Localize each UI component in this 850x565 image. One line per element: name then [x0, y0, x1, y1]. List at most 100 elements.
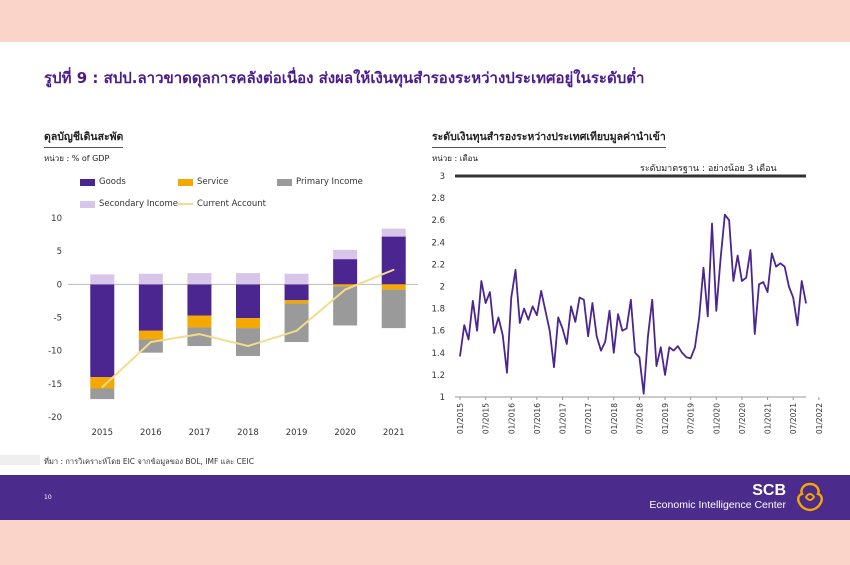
legend-secondary-income-label: Secondary Income: [99, 199, 178, 209]
reserves-point: [796, 324, 799, 326]
reserves-point: [527, 319, 529, 321]
brand[interactable]: SCB Economic Intelligence Center: [649, 482, 786, 511]
right-y-tick-label: 1.4: [431, 349, 445, 359]
reserves-point: [660, 346, 662, 348]
reserves-point: [758, 283, 760, 285]
right-y-tick-label: 2.2: [431, 260, 445, 270]
reserves-point: [634, 352, 636, 354]
reserves-point: [617, 313, 619, 315]
current-account-point: [392, 268, 395, 271]
reserves-point: [630, 299, 632, 301]
left-x-tick-label: 2015: [91, 428, 113, 438]
reserves-point: [459, 355, 461, 357]
brand-tagline: Economic Intelligence Center: [649, 499, 786, 511]
reserves-point: [502, 334, 504, 336]
bar-secondary-income: [138, 273, 163, 285]
legend-secondary-income: Secondary Income: [80, 199, 178, 209]
reserves-point: [514, 269, 517, 271]
reserves-line: [459, 213, 807, 395]
reserves-point: [698, 316, 700, 319]
right-x-tick-label: 01/2020: [712, 403, 721, 434]
right-y-tick-label: 3: [440, 172, 445, 182]
reserves-point: [613, 352, 615, 354]
bar-service: [381, 284, 406, 290]
left-y-tick-label: -15: [48, 380, 62, 390]
right-y-tick-label: 1.6: [431, 327, 445, 337]
reserves-point: [694, 346, 696, 348]
right-x-tick-label: 07/2019: [687, 403, 696, 434]
reserves-point: [579, 296, 581, 299]
bar-goods: [381, 236, 406, 285]
left-y-tick-label: 0: [57, 280, 62, 290]
reserves-point: [467, 338, 470, 341]
right-x-tick-label: 01/2022: [815, 403, 824, 434]
reserves-point: [672, 349, 675, 352]
reserves-point: [647, 335, 649, 337]
left-x-tick-label: 2020: [334, 428, 356, 438]
legend-goods: Goods: [80, 177, 126, 187]
bar-secondary-income: [284, 273, 309, 285]
slide: รูปที่ 9 : สปป.ลาวขาดดุลการคลังต่อเนื่อง…: [0, 42, 850, 475]
current-account-point: [198, 333, 201, 335]
reserves-point: [771, 252, 773, 254]
page-title: รูปที่ 9 : สปป.ลาวขาดดุลการคลังต่อเนื่อง…: [44, 69, 645, 87]
right-x-tick-label: 01/2021: [764, 403, 773, 434]
right-y-tick-label: 2.4: [431, 238, 445, 248]
reserves-point: [754, 333, 756, 335]
bar-secondary-income: [90, 274, 115, 285]
bar-secondary-income: [381, 228, 406, 237]
bar-primary-income: [138, 339, 163, 353]
reserves-point: [480, 280, 482, 282]
reserves-point: [506, 372, 508, 374]
reserves-point: [489, 291, 491, 293]
reserves-point: [638, 356, 641, 358]
right-x-tick-label: 07/2015: [482, 403, 491, 434]
reserves-point: [463, 324, 465, 326]
reserves-point: [711, 222, 713, 225]
footer: 10 SCB Economic Intelligence Center: [0, 475, 850, 520]
bar-primary-income: [187, 327, 212, 347]
right-y-tick-label: 1.2: [431, 371, 445, 381]
legend-current-account-label: Current Account: [197, 199, 266, 209]
reserves-point: [557, 316, 559, 319]
current-account-point: [344, 288, 346, 291]
reserves-point: [719, 258, 722, 260]
source-note: ที่มา : การวิเคราะห์โดย EIC จากข้อมูลของ…: [44, 457, 254, 466]
reserves-point: [749, 249, 752, 251]
reserves-point: [792, 296, 794, 299]
legend-goods-label: Goods: [99, 177, 126, 187]
bar-goods: [187, 284, 212, 316]
reserves-point: [784, 266, 786, 268]
legend-secondary-income-swatch: [80, 200, 95, 208]
reserves-point: [497, 316, 500, 319]
reserves-point: [801, 280, 803, 282]
reserves-point: [690, 357, 692, 359]
legend-service-swatch: [178, 178, 193, 186]
left-y-tick-label: 10: [51, 214, 62, 224]
reserves-point: [643, 393, 645, 395]
reserves-point: [788, 285, 790, 288]
current-account-point: [101, 386, 104, 388]
reserves-point: [702, 267, 705, 269]
reserves-point: [570, 305, 572, 307]
reserves-point: [476, 330, 478, 332]
right-x-tick-label: 07/2017: [584, 403, 593, 434]
reserves-point: [779, 262, 781, 264]
bar-secondary-income: [333, 249, 358, 260]
reserves-point: [574, 321, 576, 323]
reserves-point: [625, 327, 628, 330]
left-y-tick-label: -10: [48, 347, 62, 357]
reserves-point: [561, 327, 564, 330]
reserves-point: [621, 330, 623, 332]
right-x-tick-label: 01/2016: [507, 403, 516, 434]
legend-current-account-line: [178, 203, 193, 205]
bar-primary-income: [90, 388, 115, 400]
charts-canvas: 10 5 0 -5 -10 -15 -20 2015 2016 2017 2018 2019 2020 2…: [48, 172, 824, 438]
reserves-point: [519, 322, 521, 324]
reserves-point: [805, 302, 807, 304]
current-account-point: [295, 329, 298, 332]
reserves-point: [737, 254, 739, 257]
right-x-tick-label: 01/2015: [456, 403, 465, 434]
right-chart-title: ระดับเงินทุนสำรองระหว่างประเทศเทียบมูลค่…: [432, 128, 666, 148]
left-x-tick-label: 2016: [140, 428, 162, 438]
